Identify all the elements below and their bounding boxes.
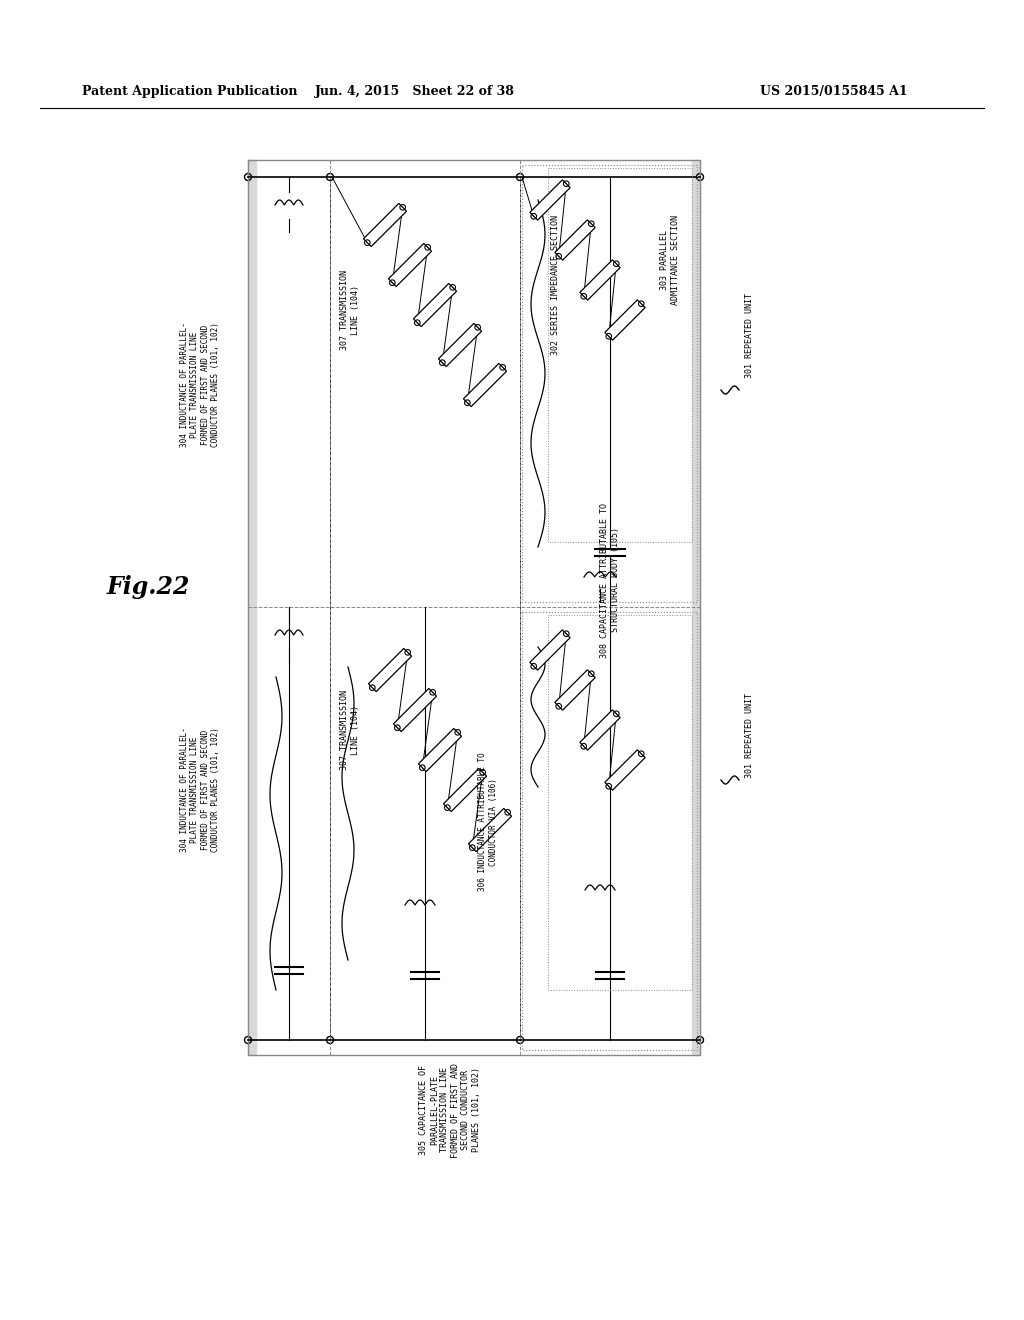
Text: Fig.22: Fig.22 (106, 576, 189, 599)
Text: US 2015/0155845 A1: US 2015/0155845 A1 (760, 86, 907, 99)
Polygon shape (555, 669, 595, 710)
Polygon shape (580, 260, 621, 300)
Text: 301 REPEATED UNIT: 301 REPEATED UNIT (745, 693, 755, 777)
Polygon shape (369, 648, 412, 692)
Text: Patent Application Publication: Patent Application Publication (82, 86, 298, 99)
Text: 303 PARALLEL
ADMITTANCE SECTION: 303 PARALLEL ADMITTANCE SECTION (660, 215, 680, 305)
Text: 307 TRANSMISSION
LINE (104): 307 TRANSMISSION LINE (104) (340, 690, 359, 770)
Text: 308 CAPACITANCE ATTRIBUTABLE TO
STRUCTURAL BODY (105): 308 CAPACITANCE ATTRIBUTABLE TO STRUCTUR… (600, 503, 620, 657)
Polygon shape (393, 689, 436, 731)
Polygon shape (388, 243, 431, 286)
Polygon shape (443, 768, 486, 812)
Polygon shape (605, 750, 645, 791)
Text: 304 INDUCTANCE OF PARALLEL-
PLATE TRANSMISSION LINE
FORMED OF FIRST AND SECOND
C: 304 INDUCTANCE OF PARALLEL- PLATE TRANSM… (180, 727, 220, 853)
Polygon shape (580, 710, 621, 750)
Polygon shape (364, 203, 407, 247)
Text: 305 CAPACITANCE OF
PARALLEL-PLATE
TRANSMISSION LINE
FORMED OF FIRST AND
SECOND C: 305 CAPACITANCE OF PARALLEL-PLATE TRANSM… (420, 1063, 480, 1158)
Text: Jun. 4, 2015   Sheet 22 of 38: Jun. 4, 2015 Sheet 22 of 38 (315, 86, 515, 99)
Polygon shape (555, 220, 595, 260)
Text: 301 REPEATED UNIT: 301 REPEATED UNIT (745, 293, 755, 378)
Polygon shape (605, 300, 645, 341)
Text: 304 INDUCTANCE OF PARALLEL-
PLATE TRANSMISSION LINE
FORMED OF FIRST AND SECOND
C: 304 INDUCTANCE OF PARALLEL- PLATE TRANSM… (180, 322, 220, 447)
Polygon shape (438, 323, 481, 367)
Polygon shape (464, 363, 507, 407)
Polygon shape (529, 180, 570, 220)
Polygon shape (414, 284, 457, 326)
Polygon shape (529, 630, 570, 671)
Polygon shape (468, 808, 512, 851)
Polygon shape (419, 729, 462, 772)
Text: 307 TRANSMISSION
LINE (104): 307 TRANSMISSION LINE (104) (340, 271, 359, 350)
Text: 302 SERIES IMPEDANCE SECTION: 302 SERIES IMPEDANCE SECTION (551, 215, 559, 355)
Text: 306 INDUCTANCE ATTRIBUTABLE TO
CONDUCTOR VIA (106): 306 INDUCTANCE ATTRIBUTABLE TO CONDUCTOR… (478, 752, 498, 891)
